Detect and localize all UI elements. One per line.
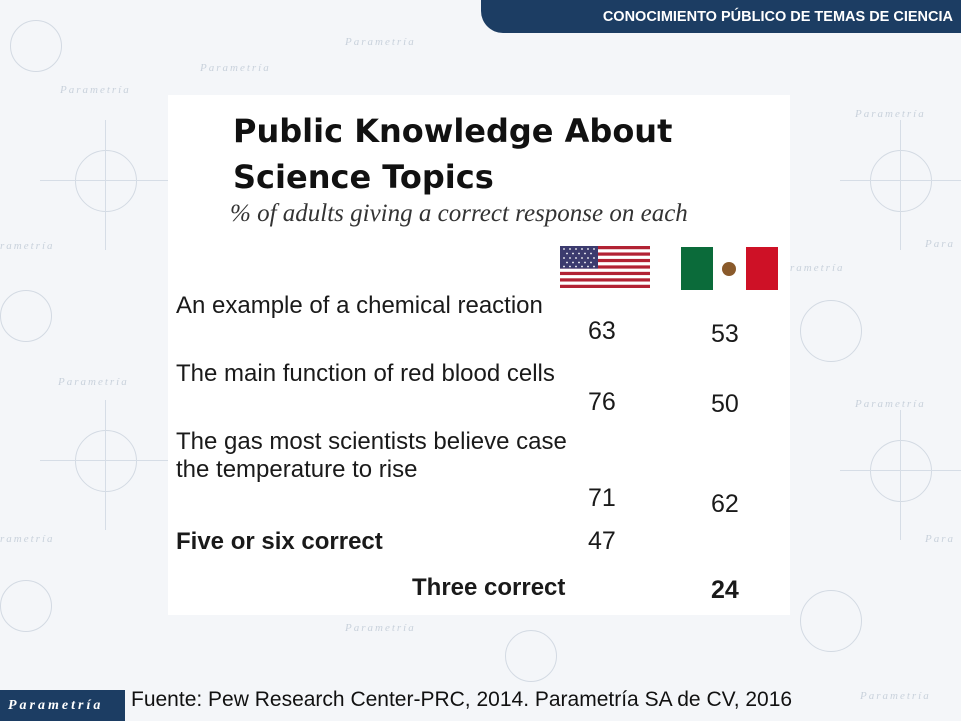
us-value-red-blood-cells: 76 bbox=[588, 388, 616, 416]
row-label-gas-temperature: The gas most scientists believe case the… bbox=[176, 428, 567, 483]
us-value-gas-temperature: 71 bbox=[588, 484, 616, 512]
source-citation: Fuente: Pew Research Center-PRC, 2014. P… bbox=[131, 688, 793, 711]
mx-value-gas-temperature: 62 bbox=[711, 490, 739, 518]
row-label-three-correct: Three correct bbox=[412, 574, 566, 601]
slide-title: Public Knowledge About Science Topics bbox=[233, 112, 673, 196]
mexico-flag-icon bbox=[681, 247, 778, 290]
content-card bbox=[168, 95, 790, 615]
mx-value-red-blood-cells: 50 bbox=[711, 390, 739, 418]
row-label-five-or-six-correct: Five or six correct bbox=[176, 528, 383, 555]
banner-title: CONOCIMIENTO PÚBLICO DE TEMAS DE CIENCIA bbox=[602, 8, 953, 25]
logo-text: Parametría bbox=[8, 697, 104, 713]
us-value-five-or-six-correct: 47 bbox=[588, 527, 616, 555]
mx-value-three-correct: 24 bbox=[711, 576, 739, 604]
eagle-emblem-icon bbox=[722, 261, 737, 276]
slide-subtitle: % of adults giving a correct response on… bbox=[230, 200, 688, 227]
row-label-chemical-reaction: An example of a chemical reaction bbox=[176, 292, 543, 319]
parametria-logo: Parametría bbox=[0, 690, 125, 721]
header-banner: CONOCIMIENTO PÚBLICO DE TEMAS DE CIENCIA bbox=[481, 0, 961, 33]
row-label-red-blood-cells: The main function of red blood cells bbox=[176, 360, 555, 387]
mx-value-chemical-reaction: 53 bbox=[711, 320, 739, 348]
us-value-chemical-reaction: 63 bbox=[588, 317, 616, 345]
us-flag-icon bbox=[560, 246, 650, 288]
